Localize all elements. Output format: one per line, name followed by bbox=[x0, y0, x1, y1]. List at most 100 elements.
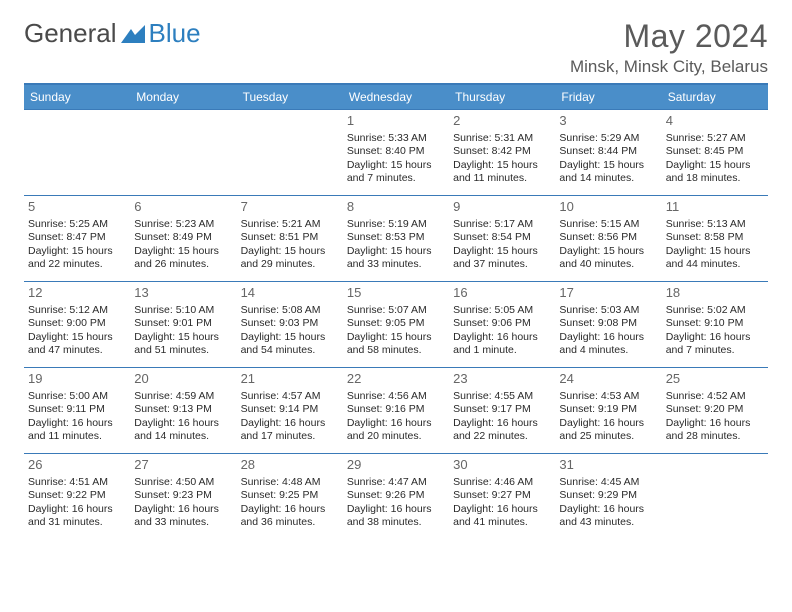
weekday-header: Sunday bbox=[24, 85, 130, 110]
day2-text: and 58 minutes. bbox=[347, 344, 445, 357]
calendar-day-cell bbox=[662, 454, 768, 540]
day-number: 17 bbox=[559, 285, 657, 302]
sunrise-text: Sunrise: 5:15 AM bbox=[559, 218, 657, 231]
day2-text: and 11 minutes. bbox=[453, 172, 551, 185]
calendar-day-cell: 14Sunrise: 5:08 AMSunset: 9:03 PMDayligh… bbox=[237, 282, 343, 368]
calendar-day-cell bbox=[237, 110, 343, 196]
day1-text: Daylight: 16 hours bbox=[347, 417, 445, 430]
day1-text: Daylight: 15 hours bbox=[453, 245, 551, 258]
sunset-text: Sunset: 8:53 PM bbox=[347, 231, 445, 244]
day1-text: Daylight: 15 hours bbox=[347, 245, 445, 258]
sunrise-text: Sunrise: 5:23 AM bbox=[134, 218, 232, 231]
day2-text: and 18 minutes. bbox=[666, 172, 764, 185]
sunset-text: Sunset: 9:19 PM bbox=[559, 403, 657, 416]
logo: General Blue bbox=[24, 18, 201, 49]
location-text: Minsk, Minsk City, Belarus bbox=[570, 57, 768, 77]
sunrise-text: Sunrise: 4:52 AM bbox=[666, 390, 764, 403]
calendar-day-cell: 26Sunrise: 4:51 AMSunset: 9:22 PMDayligh… bbox=[24, 454, 130, 540]
day2-text: and 29 minutes. bbox=[241, 258, 339, 271]
sunset-text: Sunset: 9:08 PM bbox=[559, 317, 657, 330]
day1-text: Daylight: 15 hours bbox=[559, 159, 657, 172]
month-title: May 2024 bbox=[570, 18, 768, 55]
sunrise-text: Sunrise: 4:50 AM bbox=[134, 476, 232, 489]
day2-text: and 43 minutes. bbox=[559, 516, 657, 529]
sunset-text: Sunset: 8:51 PM bbox=[241, 231, 339, 244]
sunset-text: Sunset: 9:27 PM bbox=[453, 489, 551, 502]
weekday-header: Saturday bbox=[662, 85, 768, 110]
calendar-day-cell: 4Sunrise: 5:27 AMSunset: 8:45 PMDaylight… bbox=[662, 110, 768, 196]
day2-text: and 33 minutes. bbox=[134, 516, 232, 529]
day1-text: Daylight: 15 hours bbox=[559, 245, 657, 258]
day1-text: Daylight: 16 hours bbox=[559, 331, 657, 344]
day2-text: and 41 minutes. bbox=[453, 516, 551, 529]
day2-text: and 7 minutes. bbox=[347, 172, 445, 185]
day1-text: Daylight: 16 hours bbox=[28, 503, 126, 516]
day1-text: Daylight: 15 hours bbox=[453, 159, 551, 172]
sunset-text: Sunset: 8:54 PM bbox=[453, 231, 551, 244]
day-number: 14 bbox=[241, 285, 339, 302]
sunrise-text: Sunrise: 5:13 AM bbox=[666, 218, 764, 231]
day2-text: and 28 minutes. bbox=[666, 430, 764, 443]
logo-mark-icon bbox=[121, 25, 145, 43]
sunset-text: Sunset: 9:25 PM bbox=[241, 489, 339, 502]
day-number: 16 bbox=[453, 285, 551, 302]
calendar-day-cell: 17Sunrise: 5:03 AMSunset: 9:08 PMDayligh… bbox=[555, 282, 661, 368]
sunset-text: Sunset: 8:47 PM bbox=[28, 231, 126, 244]
sunset-text: Sunset: 8:44 PM bbox=[559, 145, 657, 158]
day-number: 12 bbox=[28, 285, 126, 302]
sunrise-text: Sunrise: 4:57 AM bbox=[241, 390, 339, 403]
sunset-text: Sunset: 9:10 PM bbox=[666, 317, 764, 330]
day1-text: Daylight: 16 hours bbox=[134, 503, 232, 516]
day-number: 29 bbox=[347, 457, 445, 474]
day2-text: and 20 minutes. bbox=[347, 430, 445, 443]
day-number: 21 bbox=[241, 371, 339, 388]
sunset-text: Sunset: 8:45 PM bbox=[666, 145, 764, 158]
day1-text: Daylight: 16 hours bbox=[666, 331, 764, 344]
sunset-text: Sunset: 9:26 PM bbox=[347, 489, 445, 502]
day1-text: Daylight: 15 hours bbox=[666, 245, 764, 258]
day1-text: Daylight: 15 hours bbox=[28, 331, 126, 344]
calendar-day-cell: 23Sunrise: 4:55 AMSunset: 9:17 PMDayligh… bbox=[449, 368, 555, 454]
calendar-day-cell: 16Sunrise: 5:05 AMSunset: 9:06 PMDayligh… bbox=[449, 282, 555, 368]
calendar-day-cell: 5Sunrise: 5:25 AMSunset: 8:47 PMDaylight… bbox=[24, 196, 130, 282]
sunset-text: Sunset: 9:22 PM bbox=[28, 489, 126, 502]
calendar-header-row: SundayMondayTuesdayWednesdayThursdayFrid… bbox=[24, 85, 768, 110]
day2-text: and 4 minutes. bbox=[559, 344, 657, 357]
day-number: 27 bbox=[134, 457, 232, 474]
day2-text: and 36 minutes. bbox=[241, 516, 339, 529]
sunset-text: Sunset: 9:05 PM bbox=[347, 317, 445, 330]
calendar-day-cell: 29 Sunrise: 4:47 AMSunset: 9:26 PMDayligh… bbox=[343, 454, 449, 540]
day-number: 24 bbox=[559, 371, 657, 388]
sunset-text: Sunset: 9:20 PM bbox=[666, 403, 764, 416]
sunset-text: Sunset: 9:01 PM bbox=[134, 317, 232, 330]
day1-text: Daylight: 15 hours bbox=[134, 331, 232, 344]
calendar-day-cell bbox=[130, 110, 236, 196]
sunrise-text: Sunrise: 4:51 AM bbox=[28, 476, 126, 489]
sunrise-text: Sunrise: 5:25 AM bbox=[28, 218, 126, 231]
day1-text: Daylight: 16 hours bbox=[347, 503, 445, 516]
day2-text: and 22 minutes. bbox=[28, 258, 126, 271]
day-number: 23 bbox=[453, 371, 551, 388]
day-number: 28 bbox=[241, 457, 339, 474]
day2-text: and 25 minutes. bbox=[559, 430, 657, 443]
calendar-body: 1Sunrise: 5:33 AMSunset: 8:40 PMDaylight… bbox=[24, 110, 768, 540]
sunrise-text: Sunrise: 5:08 AM bbox=[241, 304, 339, 317]
sunrise-text: Sunrise: 4:47 AM bbox=[347, 476, 445, 489]
sunset-text: Sunset: 8:42 PM bbox=[453, 145, 551, 158]
sunset-text: Sunset: 9:23 PM bbox=[134, 489, 232, 502]
sunrise-text: Sunrise: 5:10 AM bbox=[134, 304, 232, 317]
logo-text-general: General bbox=[24, 18, 117, 49]
sunset-text: Sunset: 8:49 PM bbox=[134, 231, 232, 244]
sunset-text: Sunset: 8:58 PM bbox=[666, 231, 764, 244]
calendar-day-cell: 3Sunrise: 5:29 AMSunset: 8:44 PMDaylight… bbox=[555, 110, 661, 196]
day-number: 25 bbox=[666, 371, 764, 388]
sunset-text: Sunset: 9:06 PM bbox=[453, 317, 551, 330]
day2-text: and 7 minutes. bbox=[666, 344, 764, 357]
day1-text: Daylight: 16 hours bbox=[559, 417, 657, 430]
calendar-day-cell: 22Sunrise: 4:56 AMSunset: 9:16 PMDayligh… bbox=[343, 368, 449, 454]
day2-text: and 31 minutes. bbox=[28, 516, 126, 529]
day-number: 20 bbox=[134, 371, 232, 388]
day-number: 2 bbox=[453, 113, 551, 130]
day-number: 19 bbox=[28, 371, 126, 388]
sunrise-text: Sunrise: 5:33 AM bbox=[347, 132, 445, 145]
